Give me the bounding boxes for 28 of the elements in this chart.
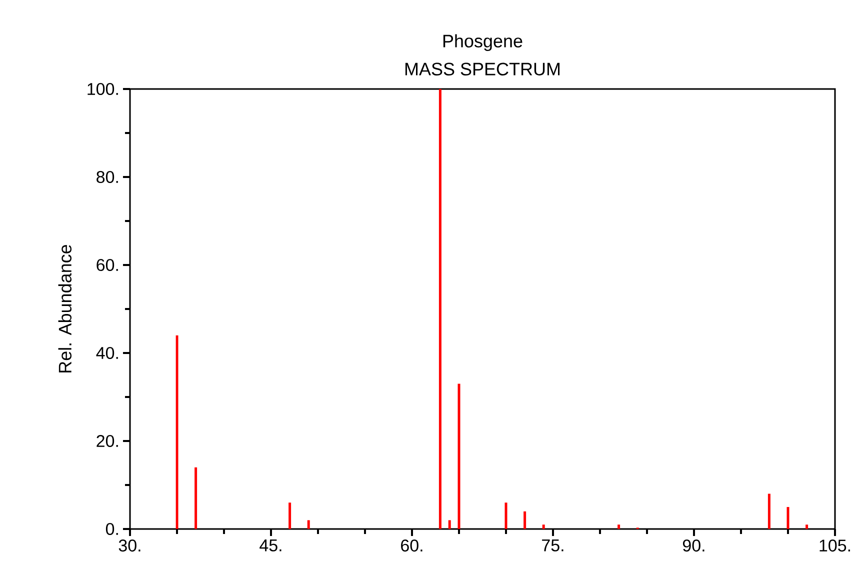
x-tick-label: 60. <box>401 540 422 552</box>
y-tick-label: 60. <box>96 258 118 272</box>
y-tick-label: 100. <box>88 82 118 96</box>
x-tick-label: 45. <box>260 540 282 552</box>
bar <box>448 520 451 529</box>
x-tick-label: 90. <box>682 540 704 552</box>
bar <box>786 507 790 529</box>
chart-title: Phosgene <box>443 34 522 52</box>
bar <box>768 494 770 529</box>
bar <box>438 88 442 529</box>
y-tick-label: 20. <box>96 434 118 448</box>
x-tick-label: 75. <box>542 540 564 552</box>
bar <box>618 524 620 529</box>
bar <box>806 524 808 529</box>
bar <box>307 520 310 529</box>
bar <box>542 524 545 529</box>
y-tick-label: 40. <box>96 346 118 360</box>
bar <box>288 502 292 529</box>
y-tick-label: 80. <box>96 170 118 184</box>
bar <box>458 384 460 529</box>
bar <box>194 467 198 529</box>
y-tick-label: 0. <box>106 522 118 536</box>
y-axis-title: Rel. Abundance <box>58 244 72 372</box>
chart-subtitle: MASS SPECTRUM <box>405 62 560 76</box>
x-tick-label: 105. <box>820 540 850 552</box>
x-tick-label: 30. <box>118 540 140 552</box>
bar <box>524 511 526 529</box>
bar <box>504 502 508 529</box>
